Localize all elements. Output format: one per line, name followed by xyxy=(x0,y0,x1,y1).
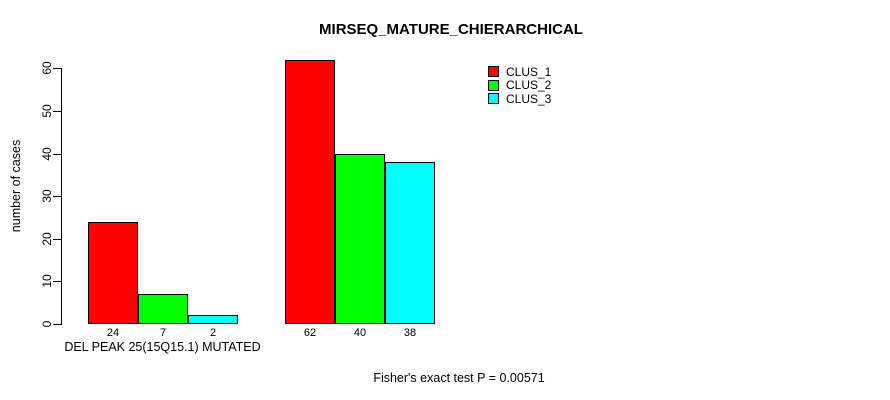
y-tick-label: 60 xyxy=(40,61,54,76)
legend: CLUS_1 CLUS_2 CLUS_3 xyxy=(488,65,551,106)
y-axis-line xyxy=(61,68,62,325)
bar-value-label: 62 xyxy=(303,327,317,339)
fisher-test-caption: Fisher's exact test P = 0.00571 xyxy=(373,371,545,385)
y-tick-label: 30 xyxy=(40,189,54,203)
legend-swatch-icon xyxy=(488,66,499,78)
legend-swatch-icon xyxy=(488,79,499,91)
y-tick-mark xyxy=(53,196,61,198)
bar-clus_3-group1 xyxy=(188,315,238,324)
legend-label: CLUS_1 xyxy=(506,64,552,79)
y-tick-label: 10 xyxy=(40,274,54,289)
y-tick-label: 0 xyxy=(40,320,54,328)
chart-title: MIRSEQ_MATURE_CHIERARCHICAL xyxy=(319,21,583,38)
legend-row-clus_2: CLUS_2 xyxy=(488,78,552,93)
y-tick-mark xyxy=(53,238,61,240)
y-tick-mark xyxy=(53,111,61,112)
bar-clus_2-group2 xyxy=(335,154,385,324)
y-tick-mark xyxy=(53,324,61,325)
y-tick-label: 50 xyxy=(40,104,54,118)
bar-value-label: 24 xyxy=(106,327,120,339)
legend-row-clus_3: CLUS_3 xyxy=(488,92,551,106)
legend-swatch-icon xyxy=(488,93,499,105)
y-tick-label: 20 xyxy=(40,232,54,246)
legend-label: CLUS_2 xyxy=(506,78,552,93)
legend-label: CLUS_3 xyxy=(506,91,552,106)
bar-value-label: 2 xyxy=(209,327,217,339)
bar-value-label: 38 xyxy=(403,327,417,339)
x-axis-group-label: DEL PEAK 25(15Q15.1) MUTATED xyxy=(64,340,261,354)
legend-row-clus_1: CLUS_1 xyxy=(488,65,551,79)
bar-clus_1-group1 xyxy=(88,222,138,324)
y-axis-label: number of cases xyxy=(9,139,23,233)
y-tick-mark xyxy=(53,68,61,70)
bar-clus_3-group2 xyxy=(385,162,435,324)
bar-value-label: 40 xyxy=(353,327,367,339)
bar-value-label: 7 xyxy=(159,327,167,339)
bar-clus_1-group2 xyxy=(285,60,335,324)
y-tick-mark xyxy=(53,153,61,155)
y-tick-mark xyxy=(53,281,61,283)
y-tick-label: 40 xyxy=(40,146,54,161)
bar-clus_2-group1 xyxy=(138,294,188,324)
